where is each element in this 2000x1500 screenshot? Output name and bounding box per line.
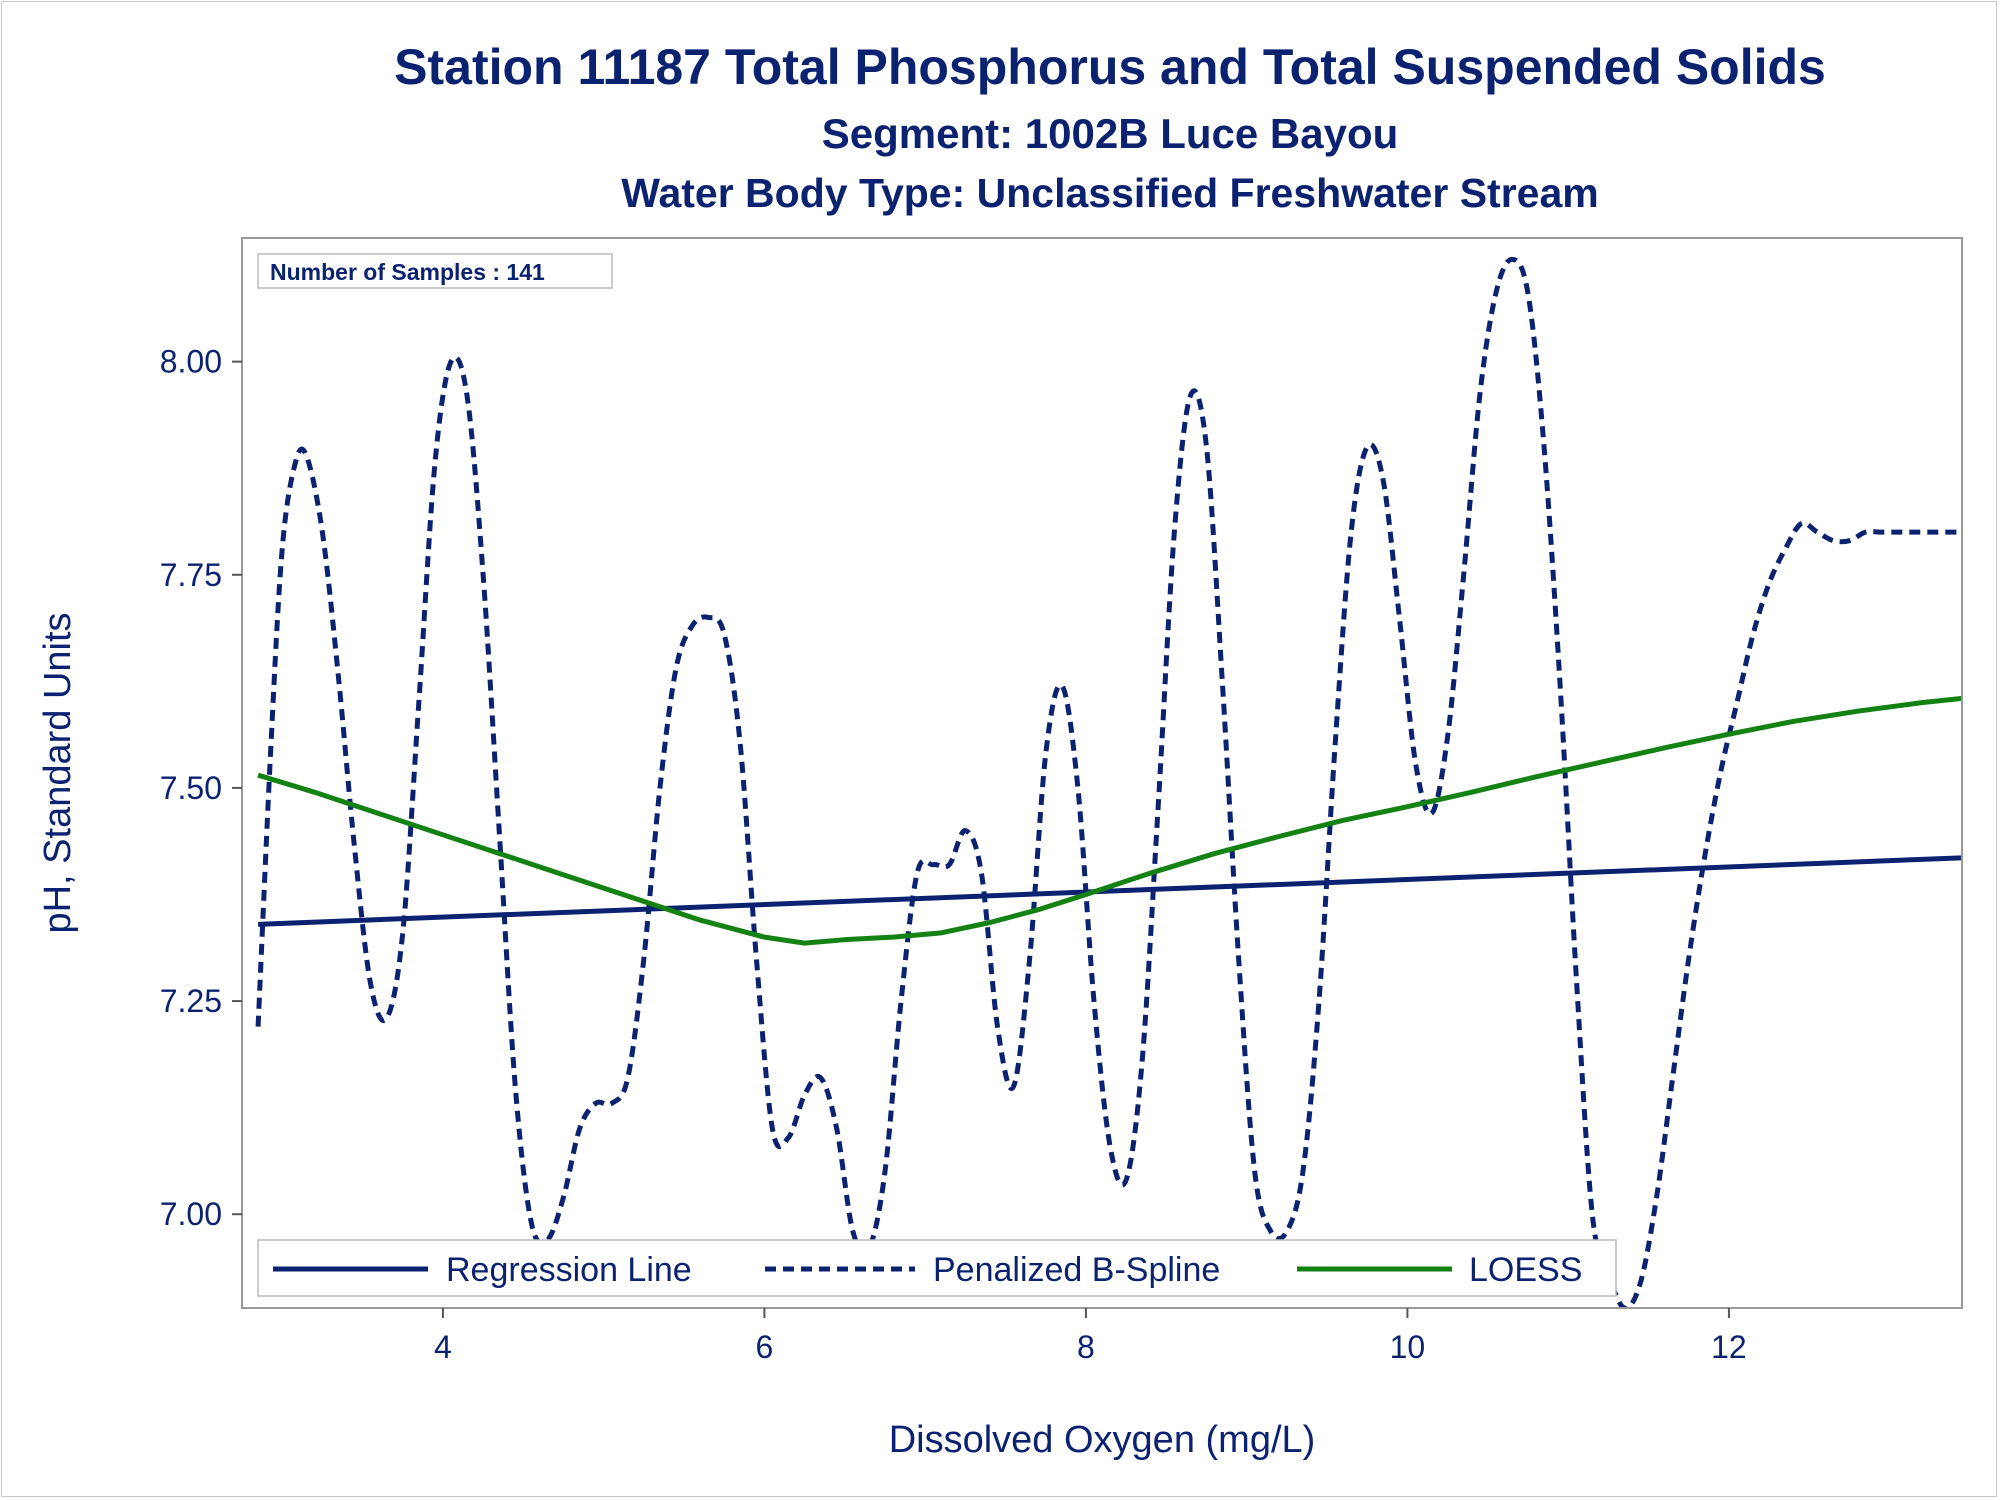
- x-tick-label: 4: [434, 1329, 452, 1365]
- y-tick-label: 7.00: [160, 1196, 222, 1232]
- x-tick-label: 10: [1390, 1329, 1426, 1365]
- penalized-b-spline: [255, 256, 1961, 1307]
- y-tick-label: 7.75: [160, 557, 222, 593]
- series-layer: [255, 256, 1961, 1307]
- loess-curve: [257, 695, 1961, 946]
- y-axis: 7.00 7.25 7.50 7.75 8.00: [160, 344, 242, 1232]
- legend-label-loess: LOESS: [1469, 1251, 1582, 1289]
- plot-area: [241, 237, 1963, 1309]
- x-tick-label: 12: [1711, 1329, 1747, 1365]
- x-tick-label: 6: [756, 1329, 774, 1365]
- sample-count-text: Number of Samples : 141: [270, 259, 545, 285]
- sample-count-inset: Number of Samples : 141: [257, 253, 613, 289]
- y-tick-label: 7.25: [160, 983, 222, 1019]
- y-tick-label: 7.50: [160, 770, 222, 806]
- y-axis-label: pH, Standard Units: [37, 612, 79, 933]
- legend-label-spline: Penalized B-Spline: [933, 1251, 1220, 1289]
- chart-title: Station 11187 Total Phosphorus and Total…: [394, 39, 1826, 95]
- x-axis-label: Dissolved Oxygen (mg/L): [889, 1419, 1316, 1461]
- legend: Regression Line Penalized B-Spline LOESS: [257, 1239, 1617, 1297]
- legend-label-regression: Regression Line: [446, 1251, 692, 1289]
- y-tick-label: 8.00: [160, 344, 222, 380]
- regression-line: [257, 855, 1961, 927]
- chart-subtitle: Segment: 1002B Luce Bayou: [821, 110, 1399, 157]
- x-tick-label: 8: [1077, 1329, 1095, 1365]
- chart-subtitle-2: Water Body Type: Unclassified Freshwater…: [621, 170, 1599, 216]
- x-axis: 4 6 8 10 12: [434, 1308, 1747, 1365]
